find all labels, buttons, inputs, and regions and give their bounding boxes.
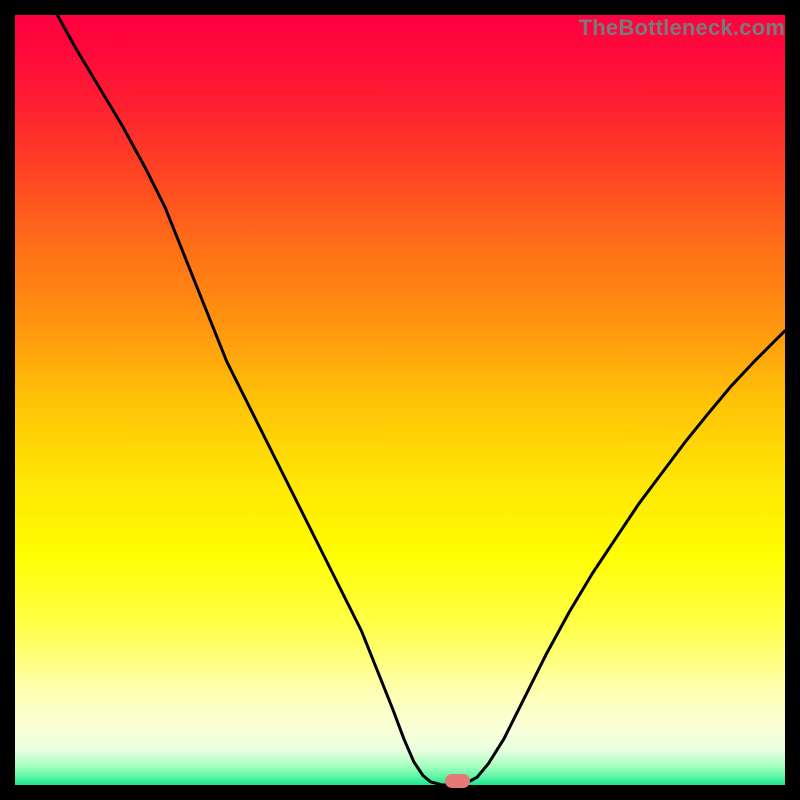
curve-svg xyxy=(15,15,785,785)
optimal-marker xyxy=(445,774,470,788)
chart-frame: TheBottleneck.com xyxy=(15,15,785,785)
bottleneck-curve xyxy=(57,15,785,785)
watermark-text: TheBottleneck.com xyxy=(579,15,785,41)
